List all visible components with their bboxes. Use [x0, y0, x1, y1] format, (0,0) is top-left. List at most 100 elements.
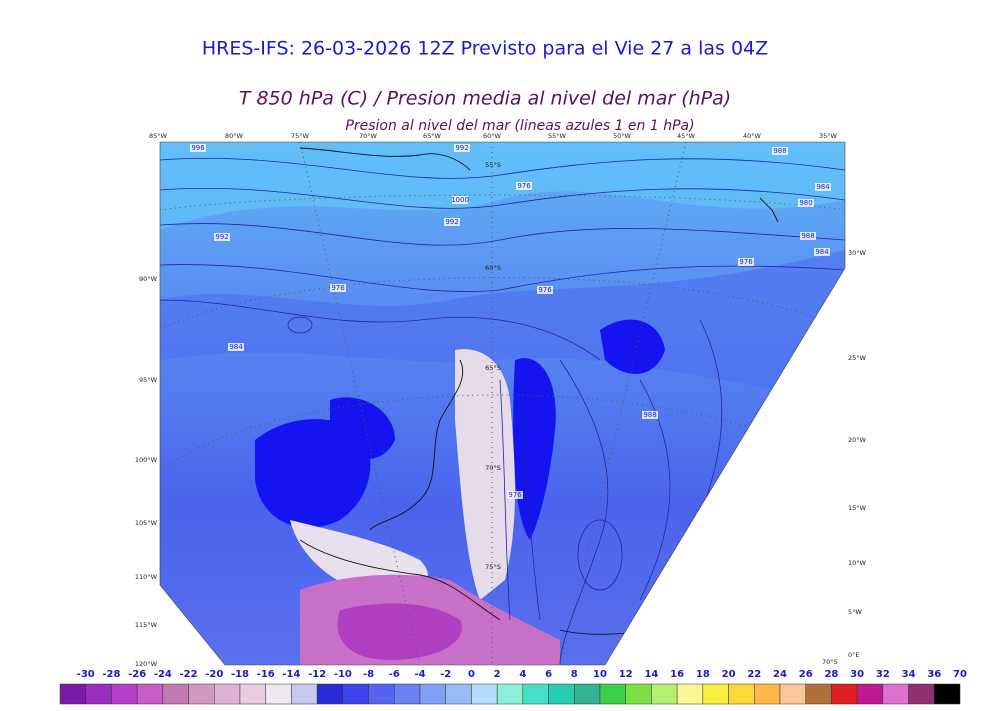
longitude-label: 25°W [848, 354, 867, 362]
contour-label-bg [452, 196, 468, 204]
colorbar-swatch [522, 683, 549, 705]
colorbar-swatch [342, 683, 369, 705]
contour-label-bg [507, 491, 523, 499]
colorbar-swatch [136, 683, 164, 705]
longitude-label: 50°W [613, 132, 632, 140]
colorbar-label: 12 [619, 669, 633, 680]
colorbar-label: -4 [414, 669, 425, 680]
colorbar-swatch [831, 683, 858, 705]
colorbar-swatch [162, 683, 189, 705]
colorbar-swatch [291, 683, 318, 705]
longitude-label: 80°W [225, 132, 244, 140]
colorbar-swatch [625, 683, 652, 705]
contour-label: 976 [538, 286, 552, 294]
longitude-label: 110°W [135, 573, 158, 581]
contour-label-bg [642, 411, 658, 419]
contour-label-bg [537, 286, 553, 294]
colorbar-label: -6 [389, 669, 400, 680]
contour-label: 976 [331, 284, 345, 292]
contour-label: 976 [517, 182, 531, 190]
longitude-label: 100°W [135, 456, 158, 464]
longitude-label: 10°W [848, 559, 867, 567]
note: Presion al nivel del mar (lineas azules … [345, 118, 694, 134]
longitude-label: 90°W [139, 275, 158, 283]
colorbar-swatch [934, 683, 961, 705]
colorbar-label: 8 [571, 669, 578, 680]
longitude-label: 35°W [819, 132, 838, 140]
colorbar-swatch [265, 683, 292, 705]
contour-label: 988 [773, 147, 786, 155]
contour-label-bg [444, 218, 460, 226]
colorbar-label: 14 [644, 669, 658, 680]
map [160, 142, 845, 665]
longitude-label: 70°S [822, 658, 838, 666]
latitude-label: 65°S [485, 364, 501, 372]
colorbar-label: -28 [102, 669, 120, 680]
contour-label: 980 [799, 199, 812, 207]
colorbar-label: 36 [927, 669, 941, 680]
colorbar-label: -24 [154, 669, 172, 680]
graticule-labels: 85°W 80°W 75°W 70°W 65°W 60°W 55°W 50°W 45°W 40°W… [135, 132, 867, 668]
contour-label-bg [454, 144, 470, 152]
contour-label-bg [190, 144, 206, 152]
contour-label: 984 [816, 183, 830, 191]
contour-label: 992 [445, 218, 458, 226]
colorbar-label: 0 [468, 669, 475, 680]
title: HRES-IFS: 26-03-2026 12Z Previsto para e… [202, 38, 768, 60]
colorbar-swatch [728, 683, 755, 705]
latitude-label: 60°S [485, 264, 501, 272]
colorbar-swatch [188, 683, 215, 705]
colorbar-label: 26 [799, 669, 813, 680]
contour-label-bg [800, 232, 816, 240]
contour-label: 992 [455, 144, 468, 152]
longitude-label: 60°W [483, 132, 502, 140]
longitude-label: 5°W [848, 608, 862, 616]
contour-label: 988 [643, 411, 656, 419]
colorbar-swatch [496, 683, 524, 705]
colorbar-swatch [856, 683, 884, 705]
colorbar-swatch [394, 683, 421, 705]
colorbar-label: 20 [722, 669, 736, 680]
colorbar-label: 22 [747, 669, 761, 680]
colorbar-label: 32 [876, 669, 890, 680]
contour-label: 976 [508, 491, 522, 499]
longitude-label: 105°W [135, 519, 158, 527]
longitude-label: 65°W [423, 132, 442, 140]
latitude-label: 55°S [485, 161, 501, 169]
contour-label-bg [815, 183, 831, 191]
colorbar-label: -26 [128, 669, 146, 680]
colorbar-swatch [368, 683, 395, 705]
contour-label: 988 [801, 232, 814, 240]
contour-label-bg [214, 233, 230, 241]
colorbar-swatch [574, 683, 601, 705]
colorbar-label: 30 [850, 669, 864, 680]
colorbar-label: 24 [773, 669, 787, 680]
colorbar-swatch [882, 683, 909, 705]
colorbar-label: -20 [205, 669, 223, 680]
colorbar-swatch [316, 683, 344, 705]
colorbar-label: -8 [363, 669, 374, 680]
colorbar-swatch [805, 683, 832, 705]
colorbar-swatch [445, 683, 472, 705]
longitude-label: 85°W [149, 132, 168, 140]
colorbar-label: 10 [593, 669, 607, 680]
colorbar-label: 70 [953, 669, 967, 680]
contour-label-bg [772, 147, 788, 155]
colorbar-label: 4 [519, 669, 526, 680]
contour-label: 992 [215, 233, 228, 241]
longitude-label: 95°W [139, 376, 158, 384]
colorbar-label: -30 [77, 669, 95, 680]
colorbar-label: 6 [545, 669, 552, 680]
latitude-label: 70°S [485, 464, 501, 472]
colorbar-swatch [548, 683, 575, 705]
colorbar-swatch [214, 683, 241, 705]
colorbar-swatch [111, 683, 138, 705]
contour-label: 984 [229, 343, 243, 351]
contour-label: 984 [815, 248, 829, 256]
subtitle: T 850 hPa (C) / Presion media al nivel d… [239, 88, 731, 110]
contour-label-bg [516, 182, 532, 190]
longitude-label: 115°W [135, 621, 158, 629]
longitude-label: 120°W [135, 660, 158, 668]
colorbar-label: 34 [902, 669, 916, 680]
